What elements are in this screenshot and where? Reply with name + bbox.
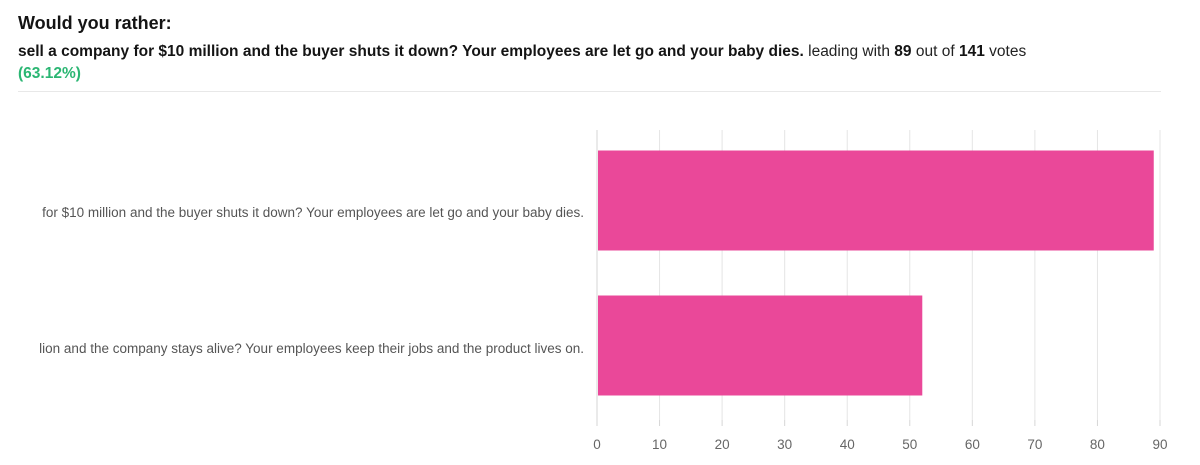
x-axis-ticks: 0 10 20 30 40 50 60 70 80 90 [593,420,1168,452]
total-votes: 141 [958,43,985,60]
x-tick-label: 70 [1027,437,1042,452]
x-tick-label: 20 [715,437,730,452]
poll-title: Would you rather: [18,13,172,33]
votes-word: votes [989,43,1027,60]
x-tick-label: 0 [593,437,601,452]
bar-1[interactable] [598,150,1154,251]
bar-2[interactable] [598,295,923,396]
leading-summary: sell a company for $10 million and the b… [18,41,1178,85]
leading-votes: 89 [894,43,912,60]
bars [598,150,1154,396]
poll-header: Would you rather: sell a company for $10… [18,12,1178,85]
x-tick-label: 40 [840,437,855,452]
header-divider [18,91,1161,92]
x-tick-label: 10 [652,437,667,452]
category-label-1: for $10 million and the buyer shuts it d… [42,205,584,220]
category-label-2: lion and the company stays alive? Your e… [39,341,584,356]
leading-option-text: sell a company for $10 million and the b… [18,43,804,60]
x-tick-label: 50 [902,437,917,452]
out-of-text: out of [915,43,955,60]
leading-percentage: (63.12%) [18,65,81,82]
x-tick-label: 30 [777,437,792,452]
x-tick-label: 90 [1152,437,1167,452]
x-tick-label: 60 [965,437,980,452]
leading-prefix: leading with [808,43,890,60]
x-tick-label: 80 [1090,437,1105,452]
